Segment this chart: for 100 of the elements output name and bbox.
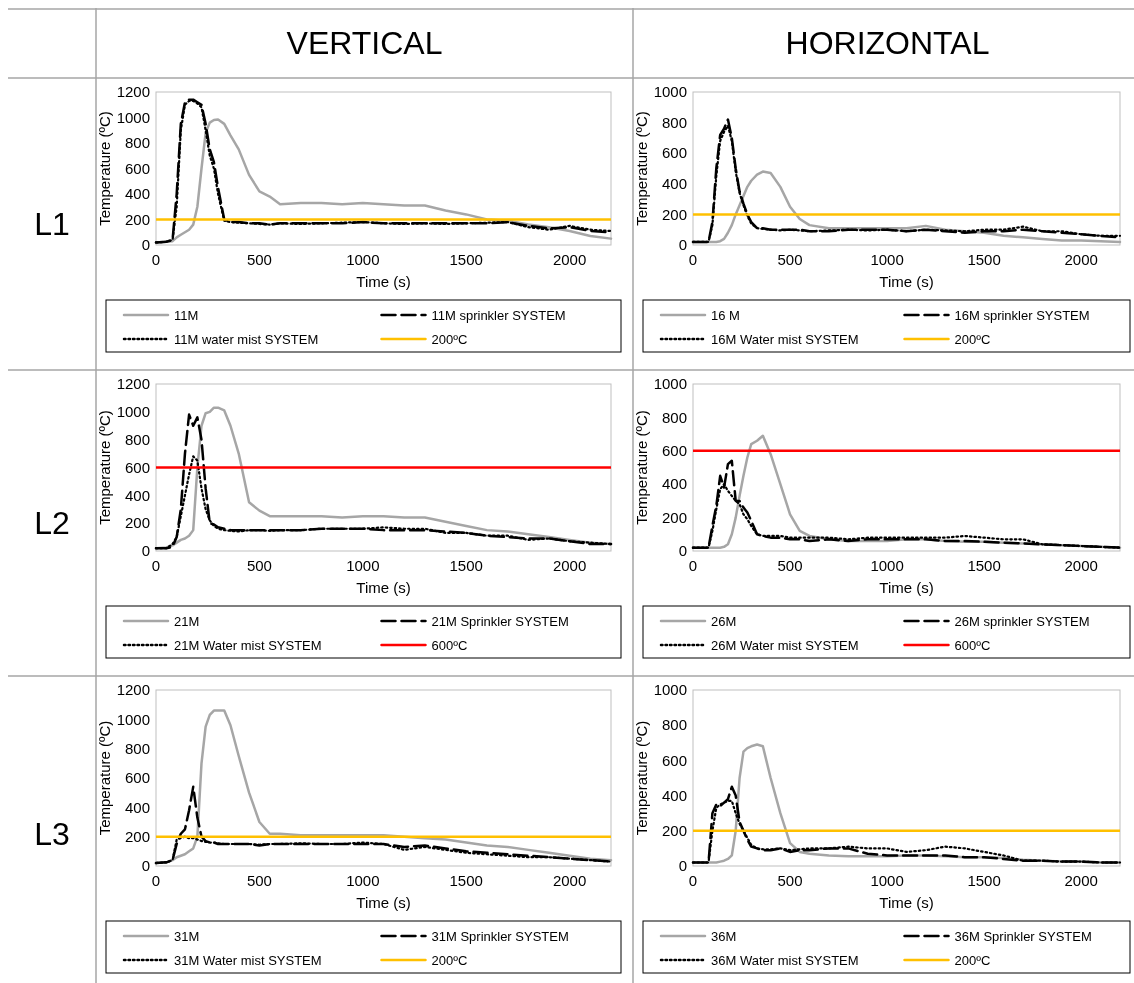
x-tick-label: 2000	[1064, 872, 1098, 889]
legend-label: 36M Water mist SYSTEM	[711, 952, 859, 968]
legend-label: 31M	[174, 928, 200, 944]
legend-label: 11M	[174, 307, 199, 323]
y-tick-label: 1000	[116, 403, 150, 421]
legend-label: 11M sprinkler SYSTEM	[431, 307, 566, 323]
x-tick-label: 1500	[967, 557, 1001, 574]
x-tick-label: 1000	[346, 251, 380, 268]
x-tick-label: 1000	[870, 872, 904, 889]
y-tick-label: 200	[661, 822, 687, 840]
x-axis-title: Time (s)	[879, 579, 934, 596]
y-tick-label: 600	[124, 769, 150, 787]
y-tick-label: 600	[124, 458, 150, 476]
y-tick-label: 200	[124, 514, 150, 532]
legend-label: 21M	[174, 613, 200, 629]
legend-label: 200ºC	[431, 952, 468, 968]
x-tick-label: 500	[246, 557, 272, 574]
legend-label: 21M Water mist SYSTEM	[174, 637, 322, 653]
legend-label: 200ºC	[954, 331, 991, 347]
y-tick-label: 400	[661, 786, 687, 804]
y-tick-label: 0	[141, 857, 150, 875]
chart-title: HORIZONTAL	[785, 25, 990, 62]
y-axis-title: Temperature (ºC)	[633, 720, 650, 836]
y-tick-label: 800	[124, 739, 150, 757]
y-axis-title: Temperature (ºC)	[633, 111, 650, 226]
x-tick-label: 2000	[1064, 251, 1098, 268]
x-tick-label: 1000	[870, 251, 904, 268]
y-tick-label: 400	[661, 475, 687, 493]
text: L2	[34, 505, 70, 542]
x-tick-label: 500	[246, 872, 272, 889]
y-tick-label: 200	[124, 210, 150, 228]
legend-label: 11M water mist SYSTEM	[174, 331, 319, 347]
y-tick-label: 1200	[116, 681, 150, 699]
y-tick-label: 1000	[653, 375, 687, 393]
legend-label: 200ºC	[954, 952, 991, 968]
legend-label: 26M Water mist SYSTEM	[711, 637, 859, 653]
y-tick-label: 400	[661, 175, 687, 193]
x-axis-title: Time (s)	[356, 579, 411, 596]
x-tick-label: 500	[777, 557, 803, 574]
x-tick-label: 1500	[967, 251, 1001, 268]
x-tick-label: 500	[777, 872, 803, 889]
y-tick-label: 1000	[116, 108, 150, 126]
x-tick-label: 500	[777, 251, 803, 268]
legend-label: 200ºC	[431, 331, 468, 347]
text: L3	[34, 815, 70, 852]
legend-label: 26M	[711, 613, 737, 629]
y-tick-label: 800	[661, 113, 687, 131]
x-tick-label: 2000	[552, 557, 587, 574]
y-tick-label: 600	[124, 159, 150, 177]
x-tick-label: 1000	[346, 872, 380, 889]
y-tick-label: 0	[141, 542, 150, 560]
x-tick-label: 2000	[1064, 557, 1098, 574]
x-axis-title: Time (s)	[879, 273, 934, 290]
y-tick-label: 800	[124, 134, 150, 152]
y-tick-label: 0	[678, 542, 687, 560]
y-tick-label: 800	[124, 430, 150, 448]
legend-label: 36M Sprinkler SYSTEM	[954, 928, 1092, 944]
x-tick-label: 1500	[449, 872, 483, 889]
legend-label: 16M sprinkler SYSTEM	[954, 307, 1090, 323]
x-axis-title: Time (s)	[356, 894, 411, 911]
y-tick-label: 1000	[653, 681, 687, 699]
y-tick-label: 400	[124, 185, 150, 203]
x-tick-label: 500	[246, 251, 272, 268]
y-tick-label: 200	[661, 205, 687, 223]
y-tick-label: 0	[678, 236, 687, 254]
legend-label: 21M Sprinkler SYSTEM	[431, 613, 569, 629]
x-tick-label: 2000	[552, 872, 587, 889]
legend-label: 26M sprinkler SYSTEM	[954, 613, 1090, 629]
legend-label: 31M Sprinkler SYSTEM	[431, 928, 569, 944]
legend-label: 31M Water mist SYSTEM	[174, 952, 322, 968]
x-axis-title: Time (s)	[879, 894, 934, 911]
y-tick-label: 400	[124, 486, 150, 504]
legend-label: 16M Water mist SYSTEM	[711, 331, 859, 347]
x-tick-label: 1000	[870, 557, 904, 574]
y-tick-label: 600	[661, 144, 687, 162]
y-tick-label: 1200	[116, 375, 150, 393]
y-axis-title: Temperature (ºC)	[96, 410, 113, 525]
x-tick-label: 1500	[449, 251, 483, 268]
legend-label: 16 M	[711, 307, 740, 323]
y-tick-label: 0	[141, 236, 150, 254]
y-tick-label: 600	[661, 751, 687, 769]
y-axis-title: Temperature (ºC)	[96, 111, 113, 226]
x-tick-label: 1500	[967, 872, 1001, 889]
y-tick-label: 400	[124, 798, 150, 816]
text: L1	[34, 206, 70, 243]
legend-label: 600ºC	[431, 637, 468, 653]
y-tick-label: 0	[678, 857, 687, 875]
y-axis-title: Temperature (ºC)	[96, 720, 113, 836]
y-tick-label: 200	[661, 508, 687, 526]
y-tick-label: 200	[124, 827, 150, 845]
y-tick-label: 1000	[653, 83, 687, 101]
x-axis-title: Time (s)	[356, 273, 411, 290]
x-tick-label: 1000	[346, 557, 380, 574]
chart-title: VERTICAL	[286, 25, 443, 62]
y-axis-title: Temperature (ºC)	[633, 410, 650, 525]
x-tick-label: 1500	[449, 557, 483, 574]
legend-label: 36M	[711, 928, 737, 944]
legend-label: 600ºC	[954, 637, 991, 653]
y-tick-label: 800	[661, 716, 687, 734]
y-tick-label: 1200	[116, 83, 150, 101]
